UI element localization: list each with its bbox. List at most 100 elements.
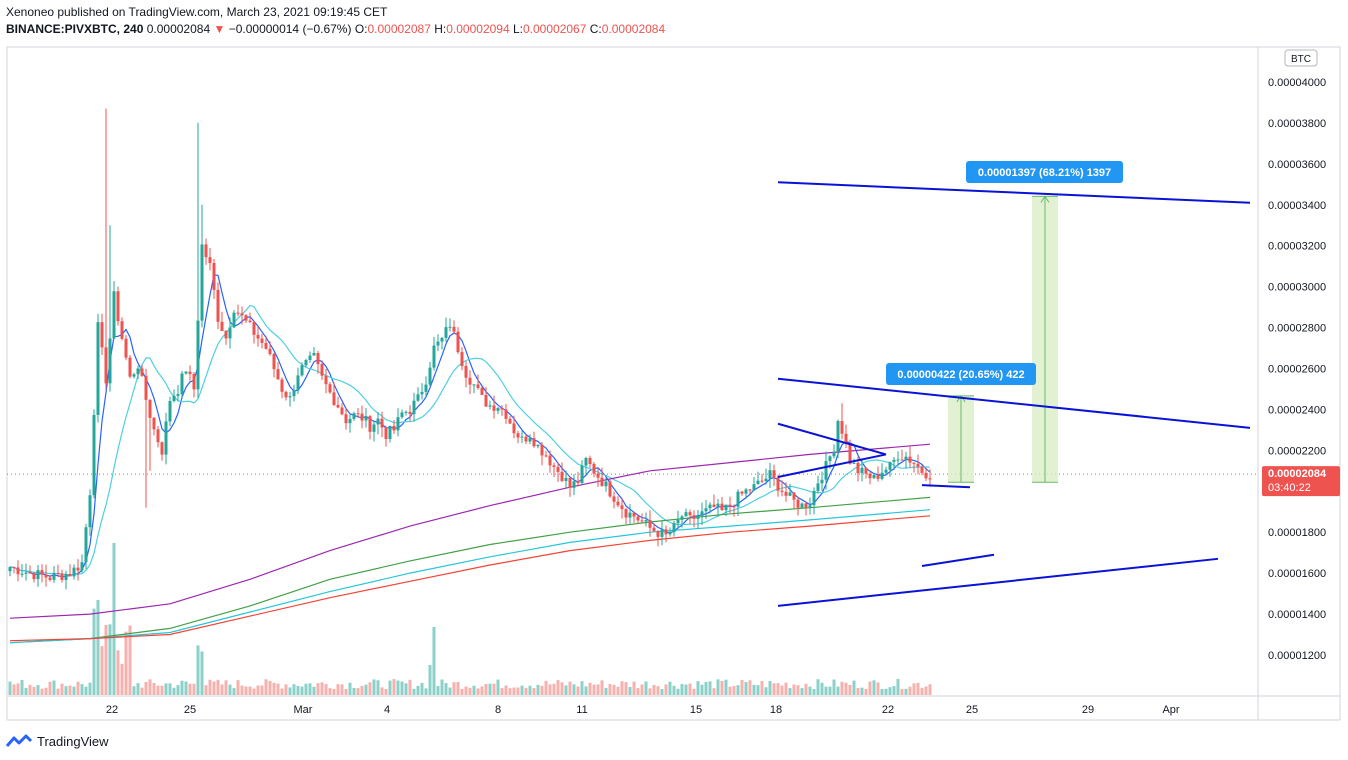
volume-bar <box>592 684 596 695</box>
volume-bar <box>376 680 380 695</box>
candle-body <box>216 289 220 322</box>
volume-bar <box>64 686 68 695</box>
volume-bar <box>516 687 520 695</box>
candle-body <box>320 364 324 376</box>
volume-bar <box>788 688 792 695</box>
candle-body <box>272 354 276 370</box>
candle-body <box>716 503 720 508</box>
trend-line <box>777 181 1251 204</box>
volume-bar <box>832 679 836 695</box>
volume-bar <box>44 687 48 695</box>
volume-bar <box>216 679 220 695</box>
volume-bar <box>120 663 124 695</box>
x-tick-label: 11 <box>576 704 587 716</box>
candle-body <box>152 417 156 430</box>
volume-bar <box>792 684 796 695</box>
volume-bar <box>212 681 216 695</box>
candle-body <box>240 313 244 316</box>
candle-body <box>296 375 300 391</box>
volume-bar <box>856 688 860 695</box>
candle-body <box>736 491 740 507</box>
volume-bar <box>300 686 304 695</box>
volume-bar <box>868 681 872 695</box>
volume-bar <box>252 688 256 695</box>
candle-body <box>444 327 448 338</box>
candle-body <box>224 330 228 339</box>
candle-body <box>508 418 512 424</box>
candle-body <box>636 516 640 521</box>
low-value: 0.00002067 <box>523 22 587 36</box>
candle-body <box>904 456 908 460</box>
volume-bar <box>808 686 812 695</box>
candle-body <box>160 442 164 455</box>
volume-bar <box>880 688 884 695</box>
volume-bar <box>380 687 384 695</box>
candle-body <box>576 481 580 484</box>
volume-bar <box>752 684 756 695</box>
candle-body <box>724 504 728 511</box>
volume-bar <box>108 624 112 695</box>
candle-body <box>316 353 320 365</box>
candle-body <box>912 462 916 464</box>
candle-body <box>120 321 124 339</box>
volume-bar <box>144 681 148 695</box>
volume-bar <box>548 684 552 695</box>
volume-bar <box>236 680 240 695</box>
candle-body <box>676 519 680 524</box>
candle-body <box>332 392 336 406</box>
candle-body <box>344 414 348 424</box>
volume-bar <box>636 687 640 695</box>
volume-bar <box>876 682 880 695</box>
candle-body <box>376 418 380 425</box>
y-tick-label: 0.00003800 <box>1268 118 1326 130</box>
volume-bar <box>508 688 512 695</box>
candle-body <box>488 405 492 407</box>
volume-bar <box>8 681 12 695</box>
volume-bar <box>400 681 404 695</box>
candle-body <box>648 520 652 528</box>
candle-body <box>284 391 288 398</box>
candle-body <box>340 407 344 415</box>
volume-bar <box>304 683 308 695</box>
candle-body <box>744 489 748 494</box>
candle-body <box>536 444 540 447</box>
volume-bar <box>560 682 564 695</box>
y-tick-label: 0.00001200 <box>1268 650 1326 662</box>
last-price-tag-value: 0.00002084 <box>1268 468 1327 480</box>
candle-body <box>624 509 628 518</box>
volume-bar <box>52 680 56 695</box>
candle-body <box>492 405 496 411</box>
volume-bar <box>92 608 96 695</box>
candle-body <box>180 373 184 395</box>
volume-bar <box>892 686 896 695</box>
volume-bar <box>156 685 160 695</box>
volume-bar <box>12 684 16 695</box>
candle-body <box>336 405 340 408</box>
candle-body <box>424 384 428 392</box>
candle-body <box>264 342 268 349</box>
open-value: 0.00002087 <box>367 22 431 36</box>
candle-body <box>544 455 548 457</box>
candle-body <box>448 326 452 328</box>
candle-body <box>672 523 676 533</box>
y-tick-label: 0.00001800 <box>1268 527 1326 539</box>
moving-average-line <box>9 443 931 619</box>
volume-bar <box>660 688 664 695</box>
candle-body <box>72 567 76 577</box>
volume-bar <box>872 680 876 695</box>
candle-body <box>252 321 256 335</box>
candle-body <box>868 473 872 479</box>
candle-body <box>416 394 420 401</box>
volume-bar <box>392 679 396 695</box>
candle-body <box>644 520 648 522</box>
footer-brand[interactable]: TradingView <box>37 733 109 749</box>
volume-bar <box>228 684 232 695</box>
y-tick-label: 0.00002200 <box>1268 445 1326 457</box>
volume-bar <box>820 682 824 695</box>
moving-average-line <box>9 304 931 576</box>
candle-body <box>692 515 696 519</box>
volume-bar <box>540 685 544 695</box>
candle-body <box>680 516 684 520</box>
x-tick-label: 25 <box>184 704 196 716</box>
